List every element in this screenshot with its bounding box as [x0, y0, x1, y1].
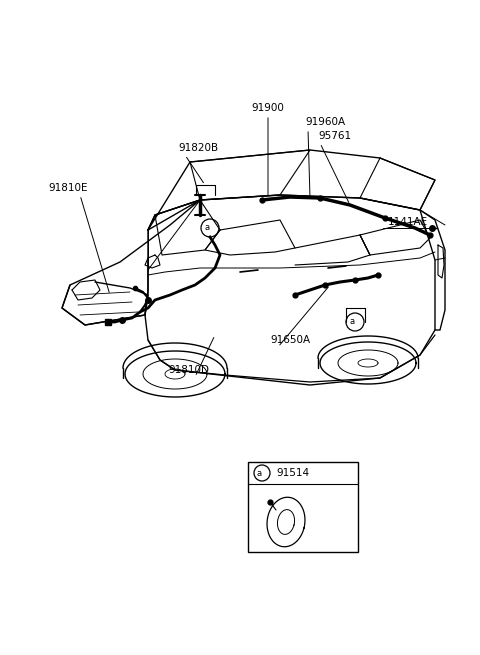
Text: 1141AE: 1141AE: [388, 217, 428, 227]
Bar: [248, 462, 358, 552]
Text: a: a: [256, 468, 262, 477]
Text: 95761: 95761: [318, 131, 351, 141]
Text: 91960A: 91960A: [305, 117, 345, 127]
Text: 91810E: 91810E: [48, 183, 87, 193]
Text: 91514: 91514: [276, 468, 309, 478]
Text: 91900: 91900: [252, 103, 285, 113]
Text: 91650A: 91650A: [270, 335, 310, 345]
Text: a: a: [204, 223, 210, 233]
Text: 91820B: 91820B: [178, 143, 218, 153]
Text: a: a: [349, 318, 355, 326]
Text: 91810D: 91810D: [168, 365, 209, 375]
